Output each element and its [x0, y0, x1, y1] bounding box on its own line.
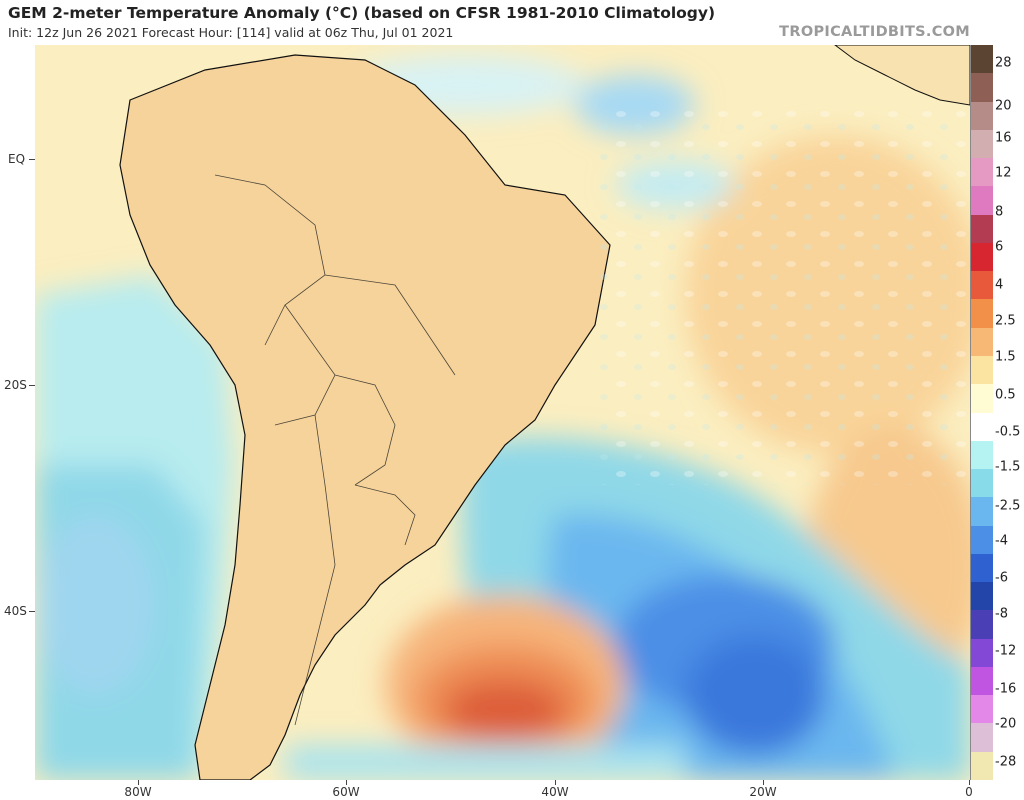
colorbar-label: -20 [995, 716, 1017, 732]
colorbar-label: -16 [995, 681, 1017, 697]
colorbar-cell [971, 242, 993, 272]
colorbar-cell [971, 610, 993, 640]
colorbar-cell [971, 355, 993, 385]
site-watermark: TROPICALTIDBITS.COM [779, 24, 970, 40]
lon-label-40w: 40W [541, 785, 569, 799]
colorbar-label: 6 [995, 239, 1004, 255]
colorbar-label: 0.5 [995, 387, 1016, 403]
colorbar-label: -4 [995, 533, 1008, 549]
colorbar-cell [971, 440, 993, 470]
colorbar-label: -12 [995, 643, 1017, 659]
temperature-anomaly-map [35, 45, 970, 780]
colorbar-cell [971, 666, 993, 696]
lat-tick-20s [29, 385, 35, 386]
lat-tick-eq [29, 159, 35, 160]
lon-label-80w: 80W [124, 785, 152, 799]
colorbar-label: -28 [995, 754, 1017, 770]
colorbar-cell [971, 45, 993, 74]
colorbar-cell [971, 723, 993, 753]
colorbar-cell [971, 299, 993, 329]
colorbar-label: -1.5 [995, 459, 1021, 475]
colorbar-label: 1.5 [995, 349, 1016, 365]
colorbar-cell [971, 129, 993, 159]
colorbar-label: -8 [995, 606, 1008, 622]
lat-label-20s: 20S [4, 378, 27, 392]
colorbar-label: -6 [995, 570, 1008, 586]
colorbar-cell [971, 101, 993, 131]
anomaly-colorbar [970, 45, 993, 781]
colorbar-cell [971, 695, 993, 724]
colorbar-label: -0.5 [995, 424, 1021, 440]
lon-tick-60w [346, 780, 347, 785]
lon-tick-80w [138, 780, 139, 785]
lon-tick-0 [969, 780, 970, 785]
lon-label-60w: 60W [332, 785, 360, 799]
lon-label-0: 0 [965, 785, 973, 799]
south-america-land [119, 54, 611, 780]
colorbar-cell [971, 525, 993, 555]
colorbar-cell [971, 73, 993, 103]
colorbar-cell [971, 271, 993, 300]
lon-label-20w: 20W [749, 785, 777, 799]
colorbar-label: 12 [995, 165, 1012, 181]
colorbar-label: 28 [995, 55, 1012, 71]
colorbar-label: 20 [995, 98, 1012, 114]
colorbar-cell [971, 638, 993, 668]
colorbar-cell [971, 497, 993, 527]
colorbar-label: 2.5 [995, 313, 1016, 329]
colorbar-label: -2.5 [995, 498, 1021, 514]
lon-tick-40w [555, 780, 556, 785]
colorbar-cell [971, 186, 993, 216]
colorbar-cell [971, 327, 993, 357]
lat-label-40s: 40S [4, 604, 27, 618]
colorbar-label: 4 [995, 277, 1004, 293]
colorbar-label: 8 [995, 204, 1004, 220]
colorbar-cell [971, 384, 993, 413]
colorbar-cell [971, 553, 993, 583]
lat-label-eq: EQ [8, 152, 26, 166]
colorbar-label: 16 [995, 130, 1012, 146]
colorbar-cell [971, 751, 993, 781]
map-title: GEM 2-meter Temperature Anomaly (°C) (ba… [8, 4, 716, 22]
lon-tick-20w [763, 780, 764, 785]
colorbar-cell [971, 158, 993, 187]
colorbar-cell [971, 412, 993, 442]
forecast-subtitle: Init: 12z Jun 26 2021 Forecast Hour: [11… [8, 25, 454, 40]
colorbar-cell [971, 214, 993, 244]
colorbar-cell [971, 469, 993, 498]
lat-tick-40s [29, 611, 35, 612]
colorbar-cell [971, 582, 993, 611]
africa-coast [834, 45, 970, 106]
